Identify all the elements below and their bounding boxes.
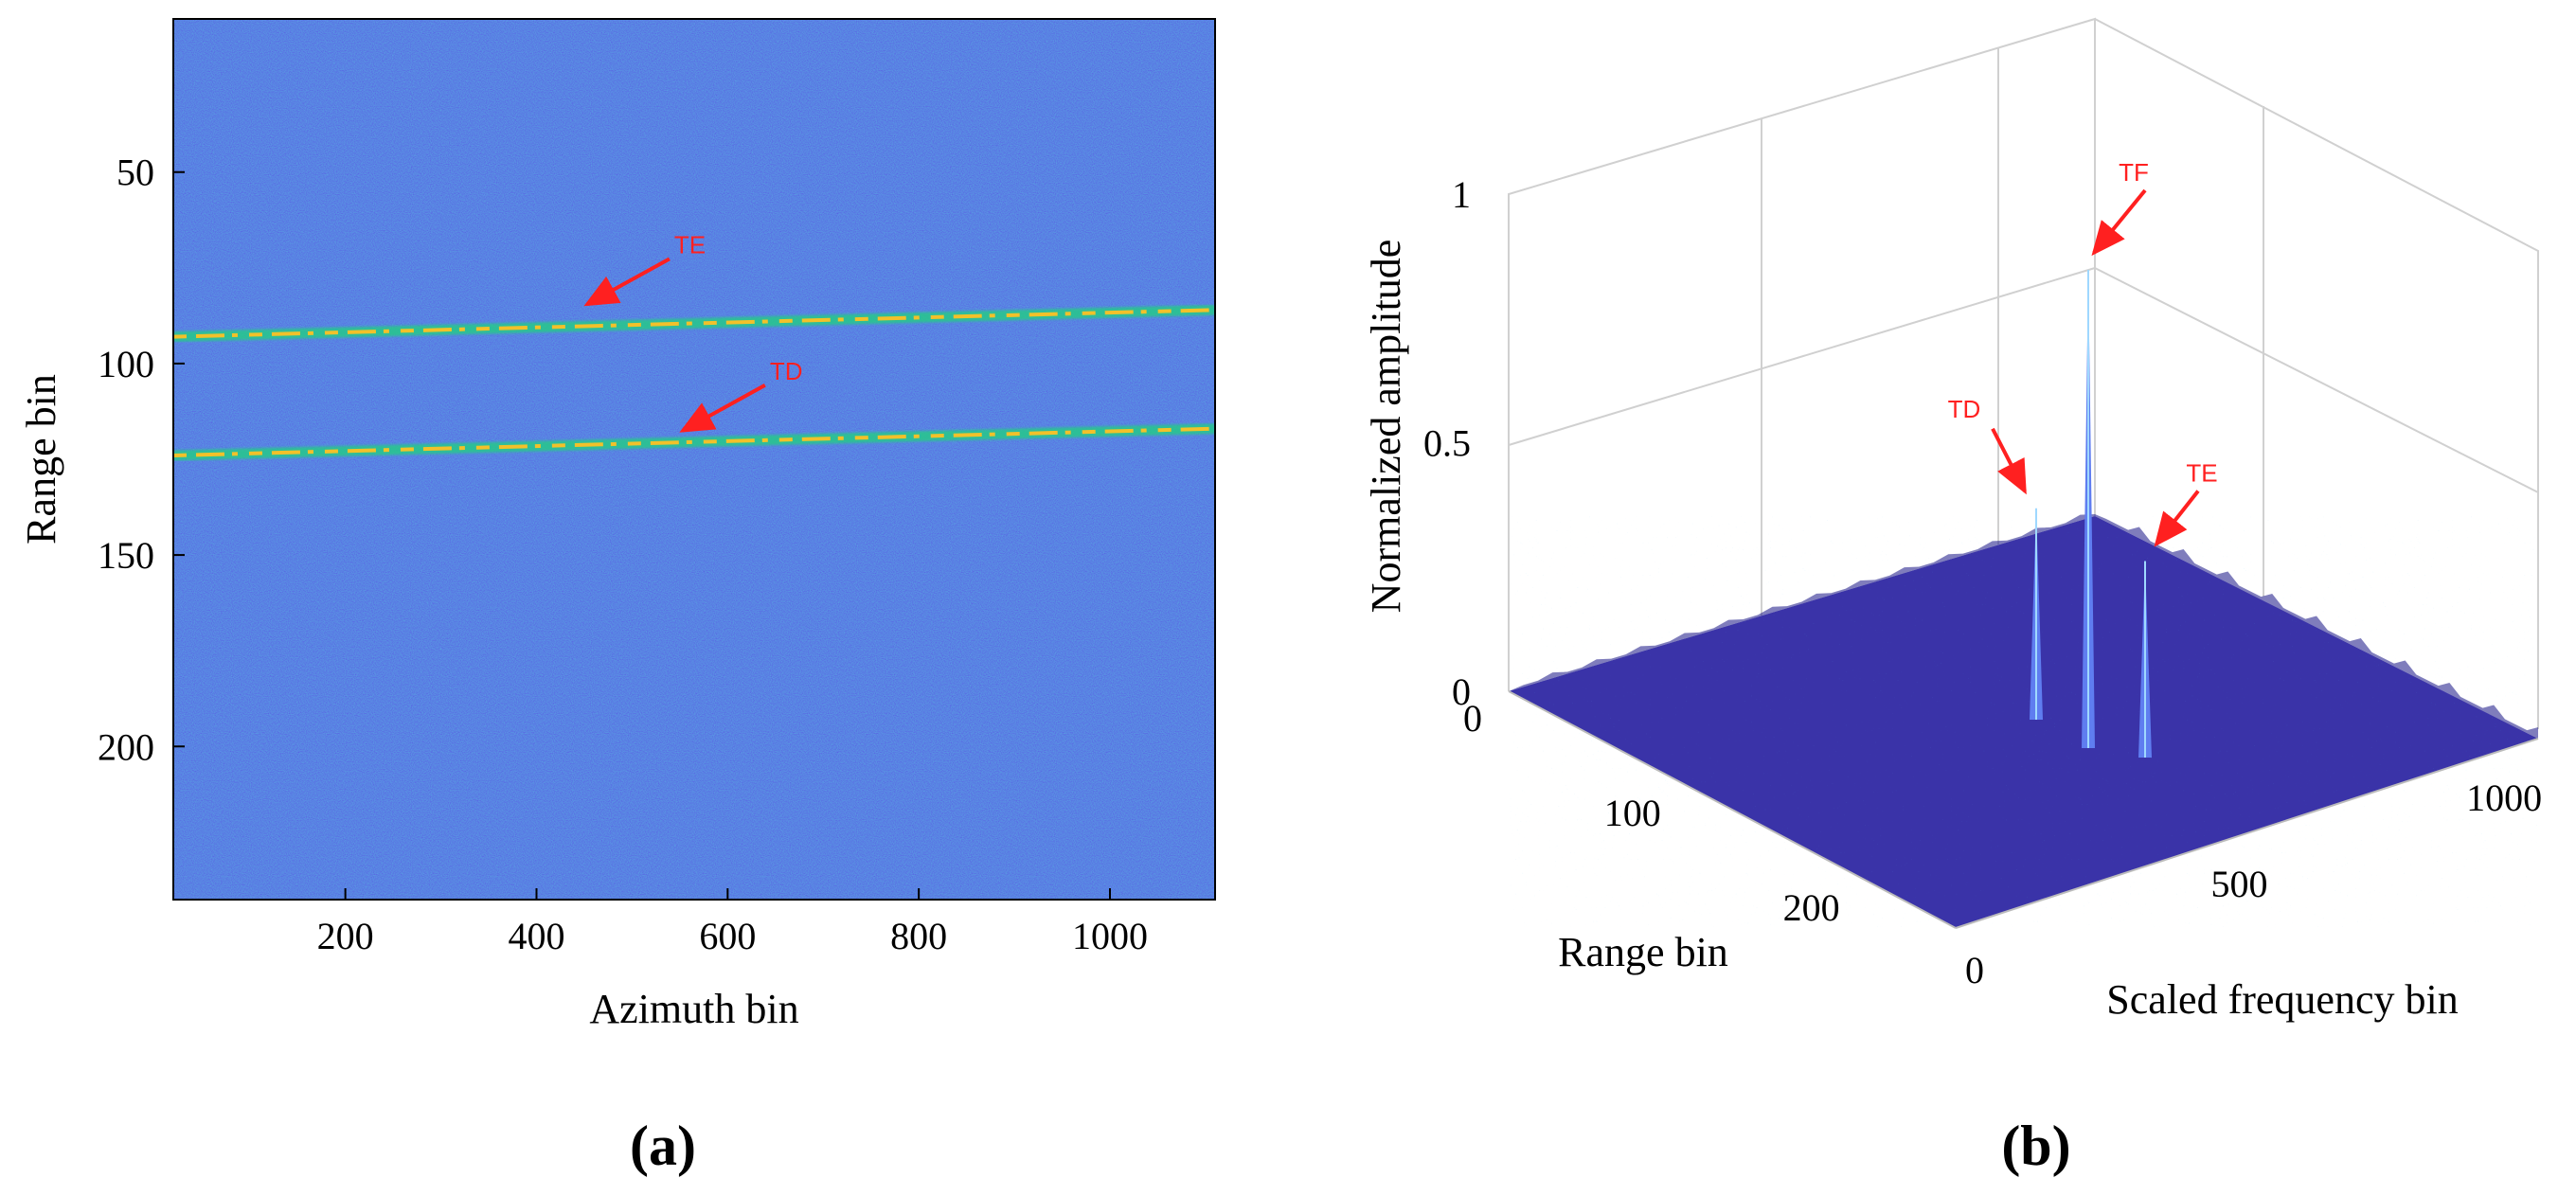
streak-TD-core	[173, 426, 1215, 457]
frequency-tick-label: 0	[1965, 949, 1984, 991]
z-tick-label: 1	[1452, 173, 1471, 216]
range-tick-label: 200	[1783, 886, 1840, 929]
y-tick-label: 50	[116, 152, 154, 194]
heatmap-streaks	[173, 304, 1215, 461]
surface-plot	[1509, 270, 2538, 928]
heatmap-frame	[172, 18, 1216, 901]
y-tick-label: 150	[98, 534, 154, 577]
frequency-tick-label: 500	[2211, 863, 2268, 905]
surface-ylabel: Range bin	[1558, 929, 1728, 975]
annotation-arrow-TD	[1991, 427, 2027, 495]
frequency-tick-label: 1000	[2466, 777, 2542, 819]
heatmap-speckle	[173, 19, 1215, 900]
x-tick-label: 400	[508, 915, 564, 957]
heatmap-xlabel: Azimuth bin	[589, 986, 798, 1032]
surface-annotations: TF TD TE	[1948, 158, 2218, 547]
z-tick-label: 0.5	[1423, 422, 1471, 465]
annotation-label-TD: TD	[1948, 395, 1981, 423]
heatmap-annotations: TE TD	[583, 230, 803, 433]
annotation-arrow-TF	[2091, 188, 2147, 257]
x-tick-label: 600	[699, 915, 756, 957]
heatmap-ylabel: Range bin	[18, 374, 64, 544]
surface-xlabel: Scaled frequency bin	[2106, 976, 2458, 1023]
range-tick-label: 0	[1463, 697, 1482, 740]
annotation-arrow-TD	[679, 384, 766, 433]
annotation-arrow-TE	[2154, 490, 2200, 547]
x-tick-label: 1000	[1072, 915, 1148, 957]
panel-b-surface: 0 0.5 1 0 100 200 0 500 1000 Normalized amplitud…	[1363, 17, 2542, 1177]
y-tick-label: 100	[98, 343, 154, 385]
range-tick-label: 100	[1604, 792, 1661, 834]
annotation-label-TF: TF	[2119, 158, 2149, 187]
x-tick-label: 200	[317, 915, 374, 957]
panel-b-label: (b)	[2001, 1115, 2070, 1177]
annotation-label-TE: TE	[674, 230, 706, 259]
annotation-label-TE: TE	[2186, 459, 2217, 488]
y-tick-label: 200	[98, 725, 154, 768]
annotation-arrow-TE	[583, 257, 671, 307]
surface-axes: 0 0.5 1 0 100 200 0 500 1000	[1423, 173, 2542, 991]
panel-a-label: (a)	[630, 1115, 696, 1177]
surface-zlabel: Normalized amplitude	[1363, 240, 1409, 614]
x-tick-label: 800	[890, 915, 947, 957]
range-axis-line	[1508, 690, 1957, 929]
heatmap-axes: 200 400 600 800 1000 50 100 150 200	[98, 152, 1148, 957]
surface-floor	[1509, 516, 2538, 928]
z-tick-label: 0	[1452, 670, 1471, 713]
streak-TE-core	[173, 308, 1215, 339]
annotation-label-TD: TD	[770, 357, 803, 385]
frequency-axis-line	[1955, 738, 2539, 929]
